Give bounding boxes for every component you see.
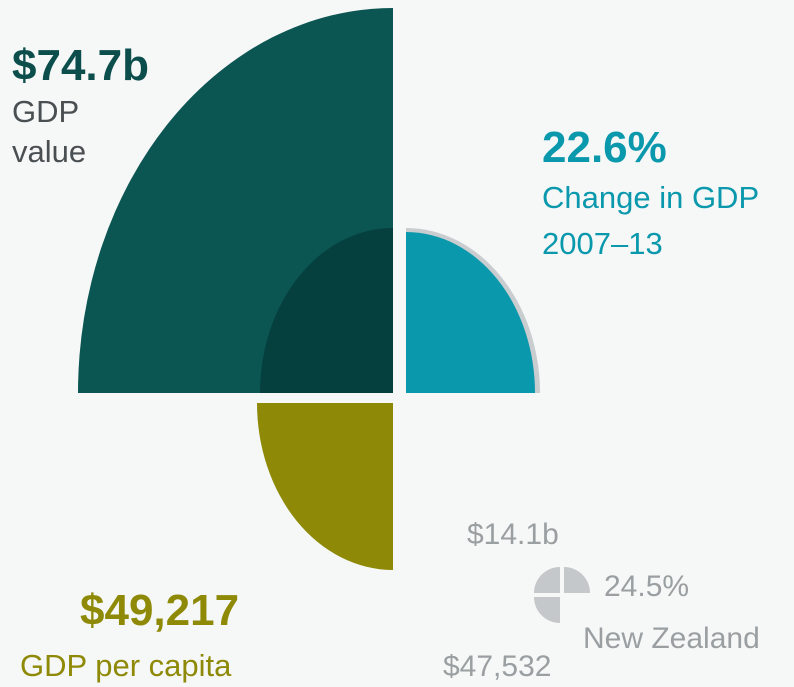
per-capita-label: GDP per capita	[20, 648, 232, 683]
change-label-box: Change in GDP 2007–13	[542, 180, 759, 261]
change-value: 22.6%	[542, 123, 667, 172]
gdp-value-label-box: GDP value	[12, 94, 87, 169]
gdp-value-label: GDP value	[12, 94, 87, 169]
per-capita-value: $49,217	[80, 586, 239, 635]
gdp-value: $74.7b	[12, 41, 149, 90]
change-quarter	[406, 232, 535, 393]
per-capita-quarter	[257, 403, 393, 570]
nz-gdp-value: $14.1b	[467, 518, 559, 551]
gdp-value-inner-quarter	[260, 228, 393, 393]
nz-per-capita: $47,532	[443, 650, 551, 683]
nz-change: 24.5%	[604, 570, 689, 603]
change-label: Change in GDP 2007–13	[542, 180, 759, 261]
nz-name: New Zealand	[583, 622, 760, 655]
comparison-icon	[534, 567, 590, 623]
